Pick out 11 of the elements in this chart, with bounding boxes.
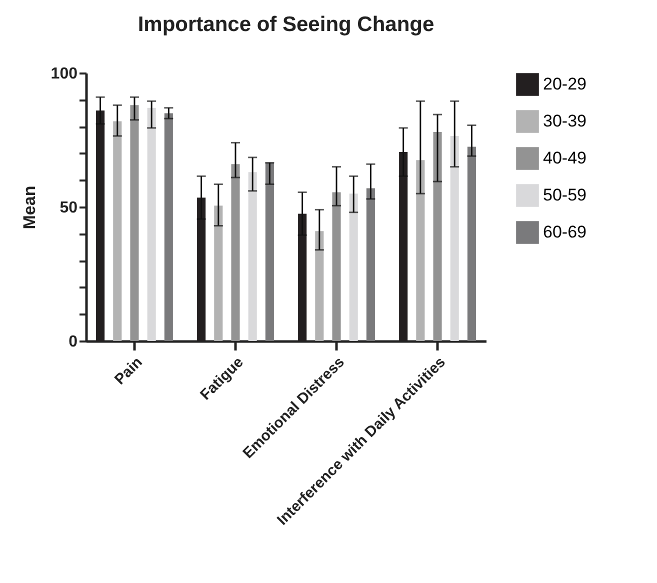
x-tick-label: Pain bbox=[111, 354, 146, 388]
legend-label: 50-59 bbox=[543, 186, 586, 204]
y-axis-title: Mean bbox=[20, 186, 39, 230]
legend-label: 20-29 bbox=[543, 74, 586, 94]
y-tick-label: 100 bbox=[50, 66, 78, 82]
legend-label: 60-69 bbox=[543, 222, 586, 242]
chart-title: Importance of Seeing Change bbox=[138, 13, 434, 36]
legend-label: 30-39 bbox=[543, 112, 586, 130]
legend-label: 40-49 bbox=[543, 148, 586, 168]
y-tick-label: 50 bbox=[60, 200, 78, 216]
y-tick-label: 0 bbox=[68, 334, 78, 350]
